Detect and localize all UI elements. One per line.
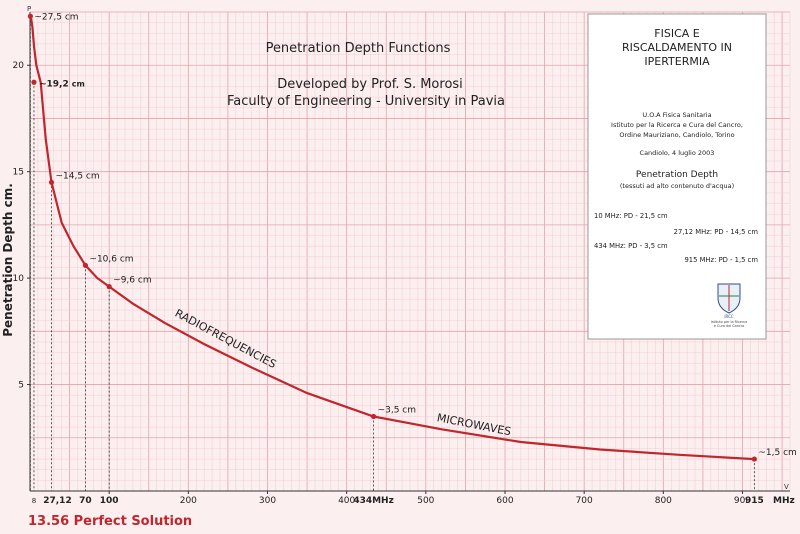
info-title-line-2: RISCALDAMENTO IN [622,41,732,54]
logo-text-line-2: Istituto per la Ricerca [711,320,747,324]
info-pd-row-3: 434 MHz: PD - 3,5 cm [594,242,668,250]
chart-subtitle-line-2: Faculty of Engineering - University in P… [227,94,505,109]
info-pd-row-4: 915 MHz: PD - 1,5 cm [684,256,758,264]
data-points: ~27,5 cm ~19,2 cm ~14,5 cm ~10,6 cm ~9,6 cm ~3… [27,12,797,462]
info-pd-subtitle: (tessuti ad alto contenuto d'acqua) [620,182,734,190]
point-label-unit: cm [72,79,85,88]
logo-text-line-1: IRCC [724,314,734,319]
info-date: Candiolo, 4 luglio 2003 [640,149,715,157]
data-point [27,13,33,19]
perfect-solution-label: 13.56 Perfect Solution [28,514,192,529]
point-label: ~3,5 cm [378,405,416,415]
point-label: ~1,5 cm [758,448,796,458]
x-marker-labels: 8 27,12 70 100 434MHz 915 [32,496,764,506]
x-marker-label: 27,12 [43,496,71,506]
x-marker-label: 8 [32,497,36,505]
info-pd-row-2: 27,12 MHz: PD - 14,5 cm [674,228,759,236]
x-axis-letter: V [784,483,789,491]
y-axis-letter: P [27,5,31,13]
y-axis-label: Penetration Depth cm. [1,183,15,337]
x-tick-label: 700 [576,496,593,506]
y-tick-label: 15 [13,168,24,178]
point-label: ~19,2 cm [39,79,85,89]
x-tick-label: 400 [338,496,355,506]
chart-title: Penetration Depth Functions [266,41,451,56]
x-tick-label: 900 [734,496,751,506]
y-tick-label: 20 [13,61,25,71]
x-marker-label: 915 [745,496,764,506]
x-tick-label: 600 [496,496,513,506]
data-point [106,284,112,290]
data-point [82,262,89,268]
info-title-line-3: IPERTERMIA [644,55,710,68]
chart-subtitle-line-1: Developed by Prof. S. Morosi [277,77,463,92]
info-pd-row-1: 10 MHz: PD - 21,5 cm [594,212,668,220]
y-tick-labels: 5 10 15 20 [13,61,30,391]
ircc-logo: IRCC Istituto per la Ricerca e Cura del … [711,283,747,328]
point-label: ~27,5 cm [34,12,78,22]
x-tick-label: 200 [180,496,197,506]
x-marker-label: 100 [100,496,119,506]
x-marker-label: 434MHz [353,496,394,506]
drop-lines [29,16,755,491]
info-pd-title: Penetration Depth [636,170,718,180]
point-label: ~10,6 cm [89,254,133,264]
x-tick-label: 500 [417,496,434,506]
x-tick-label: 300 [259,496,276,506]
x-marker-label: 70 [79,496,92,506]
info-institution-line-3: Ordine Mauriziano, Candiolo, Torino [619,131,734,139]
y-tick-label: 5 [18,381,24,391]
x-tick-labels: 200 300 400 500 600 700 800 900 [108,491,751,506]
data-point [31,79,37,85]
info-box: FISICA E RISCALDAMENTO IN IPERTERMIA U.O… [587,13,767,340]
point-label: ~9,6 cm [113,276,151,286]
info-institution-line-2: Istituto per la Ricerca e Cura del Cancr… [611,121,743,129]
x-tick-label: 800 [655,496,672,506]
logo-text-line-3: e Cura del Cancro [714,324,744,328]
point-label: ~14,5 cm [55,171,99,181]
x-axis-unit-label: MHz [773,496,795,506]
info-title-line-1: FISICA E [654,27,700,40]
y-tick-label: 10 [13,274,25,284]
info-institution-line-1: U.O.A Fisica Sanitaria [642,111,711,119]
data-point [751,456,757,462]
data-point [370,413,377,420]
data-point [48,179,55,185]
